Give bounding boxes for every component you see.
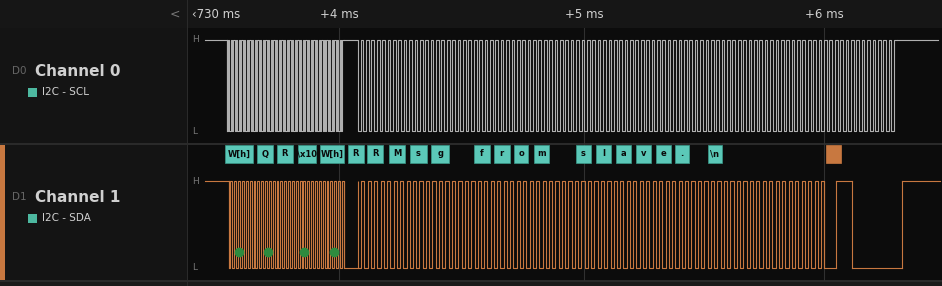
Text: W[h]: W[h] bbox=[228, 150, 251, 158]
Bar bbox=[636, 145, 651, 163]
Bar bbox=[28, 88, 37, 96]
Text: \x10: \x10 bbox=[297, 150, 317, 158]
Text: .: . bbox=[680, 150, 684, 158]
Text: \n: \n bbox=[710, 150, 720, 158]
Text: f: f bbox=[480, 150, 483, 158]
Text: l: l bbox=[602, 150, 606, 158]
Bar bbox=[707, 145, 723, 163]
Bar bbox=[320, 145, 344, 163]
Text: Channel 0: Channel 0 bbox=[35, 64, 121, 79]
Text: s: s bbox=[415, 150, 421, 158]
Bar bbox=[0, 280, 942, 286]
Bar bbox=[494, 145, 510, 163]
Text: D1: D1 bbox=[12, 192, 26, 202]
Text: r: r bbox=[499, 150, 504, 158]
Text: g: g bbox=[437, 150, 444, 158]
Bar bbox=[348, 145, 364, 163]
Text: M: M bbox=[393, 150, 401, 158]
Text: I2C - SDA: I2C - SDA bbox=[42, 213, 90, 223]
Bar bbox=[28, 214, 37, 223]
Text: H: H bbox=[192, 176, 200, 186]
Text: +5 ms: +5 ms bbox=[564, 7, 604, 21]
Text: D0: D0 bbox=[12, 67, 26, 76]
Text: +6 ms: +6 ms bbox=[804, 7, 844, 21]
Bar bbox=[225, 145, 253, 163]
Text: R: R bbox=[352, 150, 359, 158]
Text: +4 ms: +4 ms bbox=[319, 7, 359, 21]
Bar bbox=[596, 145, 611, 163]
Text: R: R bbox=[282, 150, 288, 158]
Bar bbox=[474, 145, 490, 163]
Text: H: H bbox=[192, 35, 200, 45]
Text: v: v bbox=[641, 150, 646, 158]
Text: Q: Q bbox=[262, 150, 268, 158]
Text: I2C - SCL: I2C - SCL bbox=[42, 87, 89, 97]
Bar bbox=[298, 145, 317, 163]
Text: m: m bbox=[537, 150, 546, 158]
Bar bbox=[187, 143, 942, 280]
Text: s: s bbox=[580, 150, 586, 158]
Bar bbox=[277, 145, 293, 163]
Bar bbox=[410, 145, 427, 163]
Text: R: R bbox=[372, 150, 379, 158]
Bar bbox=[675, 145, 689, 163]
Bar bbox=[431, 145, 449, 163]
Bar bbox=[576, 145, 591, 163]
Bar bbox=[826, 145, 841, 163]
Bar bbox=[514, 145, 528, 163]
Bar bbox=[656, 145, 671, 163]
Text: o: o bbox=[518, 150, 525, 158]
Bar bbox=[0, 143, 187, 280]
Bar bbox=[616, 145, 631, 163]
Text: L: L bbox=[192, 126, 198, 136]
Bar bbox=[0, 143, 942, 145]
Text: W[h]: W[h] bbox=[320, 150, 344, 158]
Bar bbox=[257, 145, 273, 163]
Text: e: e bbox=[660, 150, 666, 158]
Text: a: a bbox=[621, 150, 626, 158]
Bar bbox=[389, 145, 405, 163]
Text: ‹730 ms: ‹730 ms bbox=[191, 7, 240, 21]
Bar bbox=[0, 0, 942, 28]
Text: L: L bbox=[192, 263, 198, 273]
Bar bbox=[0, 280, 942, 282]
Bar bbox=[0, 28, 187, 143]
Bar bbox=[0, 145, 5, 280]
Bar bbox=[187, 28, 942, 143]
Text: <: < bbox=[170, 7, 180, 21]
Bar bbox=[534, 145, 549, 163]
Text: Channel 1: Channel 1 bbox=[35, 190, 121, 205]
Bar bbox=[367, 145, 383, 163]
